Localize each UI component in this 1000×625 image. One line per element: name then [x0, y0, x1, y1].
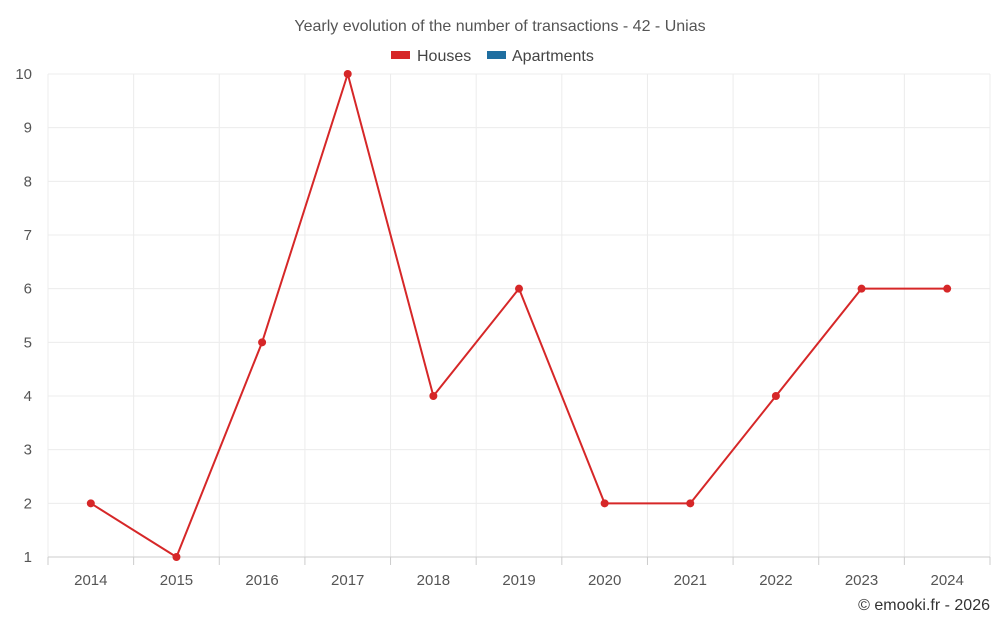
y-tick-label: 1	[24, 549, 32, 566]
chart-title: Yearly evolution of the number of transa…	[294, 18, 705, 35]
data-point[interactable]	[686, 499, 695, 508]
y-tick-label: 5	[24, 334, 32, 351]
data-point[interactable]	[429, 392, 438, 400]
legend-swatch-apartments[interactable]	[487, 51, 506, 59]
data-point[interactable]	[86, 499, 95, 508]
x-tick-label: 2024	[930, 572, 963, 589]
legend-label-houses[interactable]: Houses	[417, 48, 471, 65]
y-tick-label: 8	[24, 173, 32, 190]
data-point[interactable]	[172, 553, 181, 561]
data-point[interactable]	[515, 284, 523, 293]
data-point[interactable]	[771, 392, 780, 400]
x-tick-label: 2022	[759, 572, 792, 589]
data-point[interactable]	[343, 70, 352, 78]
data-point[interactable]	[600, 499, 609, 508]
y-tick-label: 7	[24, 227, 32, 244]
legend-swatch-houses[interactable]	[391, 51, 410, 59]
x-tick-label: 2015	[160, 572, 193, 589]
credit-text: © emooki.fr - 2026	[858, 597, 990, 614]
y-axis-ticks: 1 2 3 4 5 6 7 8 9 10	[15, 66, 32, 566]
data-point[interactable]	[943, 284, 952, 293]
y-tick-label: 10	[15, 66, 32, 83]
data-point[interactable]	[258, 338, 267, 347]
x-axis-ticks: 2014 2015 2016 2017 2018 2019 2020 2021 2022 2023…	[74, 572, 964, 589]
legend-label-apartments[interactable]: Apartments	[512, 48, 594, 65]
y-tick-label: 6	[24, 281, 32, 298]
y-tick-label: 2	[24, 495, 32, 512]
x-tick-label: 2023	[845, 572, 878, 589]
x-tick-label: 2016	[245, 572, 278, 589]
legend: Houses Apartments	[391, 48, 594, 65]
x-tick-label: 2018	[417, 572, 450, 589]
y-tick-label: 4	[24, 388, 32, 405]
series-houses	[86, 70, 952, 561]
y-tick-label: 3	[24, 442, 32, 459]
x-tick-label: 2014	[74, 572, 107, 589]
x-tick-label: 2017	[331, 572, 364, 589]
x-tick-label: 2021	[674, 572, 707, 589]
data-point[interactable]	[857, 284, 866, 293]
x-tick-label: 2019	[502, 572, 535, 589]
y-tick-label: 9	[24, 120, 32, 137]
axes	[47, 556, 991, 565]
grid	[47, 73, 991, 557]
x-tick-label: 2020	[588, 572, 621, 589]
